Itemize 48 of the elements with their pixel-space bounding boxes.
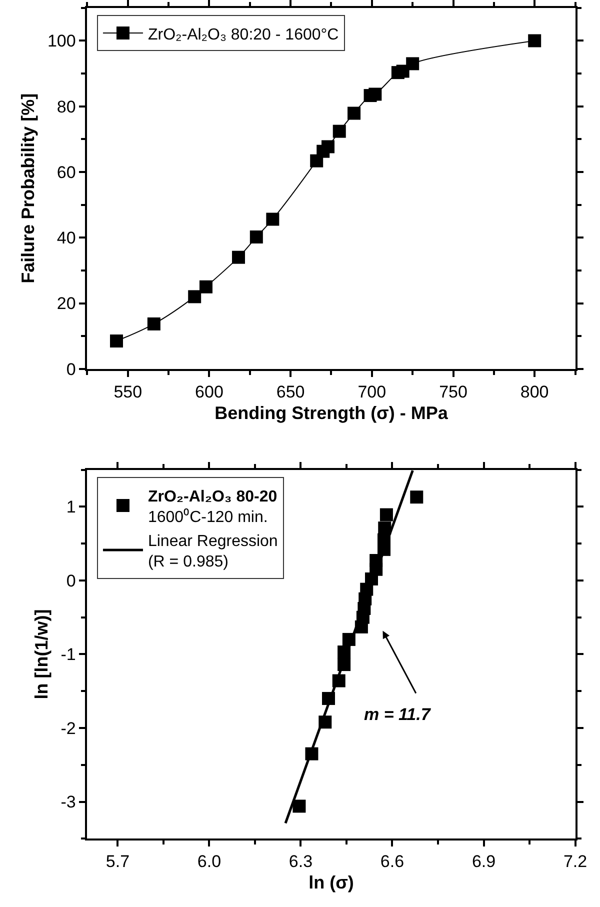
legend-label: ZrO₂-Al₂O₃ 80-20 1600⁰C-120 min. [148,488,278,526]
point [368,88,382,101]
point [406,57,420,70]
point [266,212,280,226]
point [528,34,542,48]
x-tick-label: 650 [276,382,305,402]
y-tick-label: 80 [56,97,76,116]
point [292,800,306,813]
point [332,124,346,138]
y-tick-label: -2 [60,718,76,738]
y-tick-label: 60 [56,162,76,182]
point [321,140,334,154]
x-axis-title: Bending Strength (σ) - MPa [214,402,449,423]
y-tick-label: 40 [56,228,76,248]
x-tick-label: 800 [520,382,549,402]
annotation: m = 11.7 [364,705,432,724]
point [410,490,424,504]
x-tick-label: 550 [114,382,142,402]
y-tick-label: 1 [66,498,76,517]
x-tick-label: 6.9 [472,852,496,872]
point [250,230,263,244]
x-tick-label: 700 [358,382,386,402]
y-axis-title: ln [ln(1/w)] [31,609,52,700]
x-tick-label: 7.2 [563,852,588,872]
y-tick-label: 100 [47,32,76,51]
legend-label: ZrO₂-Al₂O₃ 80:20 - 1600°C [148,26,339,44]
y-tick-label: 0 [66,571,76,590]
y-tick-label: 0 [66,360,76,379]
legend-label: Linear Regression (R = 0.985) [148,532,278,571]
x-tick-label: 600 [195,382,224,402]
y-axis-title: Failure Probability [%] [18,93,38,284]
x-tick-label: 6.0 [197,852,222,872]
x-axis-title: ln (σ) [308,872,354,893]
point [147,317,160,330]
x-tick-label: 750 [439,382,468,402]
x-tick-label: 5.7 [106,852,130,872]
point [348,106,361,120]
x-tick-label: 6.3 [288,852,313,872]
point [199,280,212,294]
point [188,290,202,304]
point [380,508,393,522]
y-tick-label: -3 [60,792,76,812]
point [232,250,246,264]
y-tick-label: -1 [60,645,76,664]
y-tick-label: 20 [56,294,76,314]
point [378,522,392,535]
point [110,334,123,348]
x-tick-label: 6.6 [380,852,404,872]
